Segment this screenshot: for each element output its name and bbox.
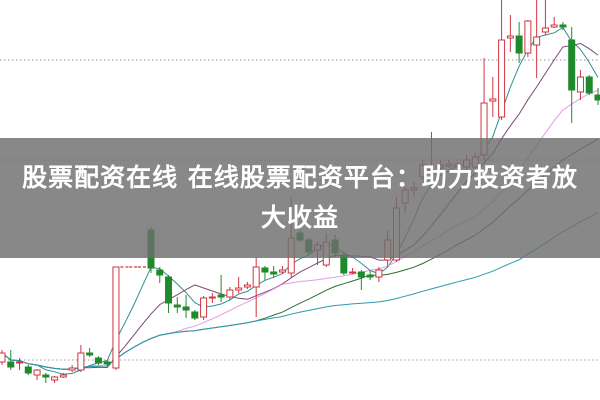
- candle-up: [16, 361, 24, 364]
- candle-down: [156, 269, 164, 276]
- candle-down: [594, 94, 600, 101]
- candle-down: [559, 24, 567, 28]
- candle-up: [59, 374, 67, 378]
- candle-up: [51, 376, 59, 381]
- candle-up: [550, 24, 558, 28]
- candle-down: [217, 294, 225, 298]
- candle-down: [191, 311, 199, 319]
- title-banner: 股票配资在线 在线股票配资平台：助力投资者放大收益: [0, 138, 600, 258]
- candle-down: [173, 304, 181, 308]
- candle-down: [94, 357, 102, 364]
- candle-up: [208, 296, 216, 299]
- candle-up: [0, 352, 6, 363]
- candle-up: [576, 76, 584, 93]
- ma60-line: [1, 212, 599, 370]
- candle-up: [235, 287, 243, 291]
- candle-down: [568, 39, 576, 91]
- candle-up: [68, 367, 76, 371]
- candle-down: [261, 267, 269, 273]
- candle-up: [375, 269, 383, 278]
- candle-up: [226, 289, 234, 298]
- candle-down: [42, 374, 50, 378]
- candle-down: [585, 76, 593, 94]
- candle-up: [278, 269, 286, 273]
- candle-down: [165, 276, 173, 304]
- candle-up: [498, 39, 506, 118]
- candle-up: [33, 369, 41, 376]
- candle-down: [24, 366, 32, 374]
- candle-down: [86, 352, 94, 356]
- candle-up: [506, 35, 514, 39]
- candle-up: [533, 36, 541, 46]
- candle-down: [182, 306, 190, 311]
- candle-down: [357, 271, 365, 278]
- candle-up: [524, 20, 532, 54]
- candle-down: [270, 271, 278, 275]
- candle-down: [103, 361, 111, 365]
- candle-down: [7, 361, 15, 368]
- candle-down: [366, 274, 374, 278]
- candle-up: [489, 98, 497, 102]
- candle-up: [243, 284, 251, 288]
- article-title: 股票配资在线 在线股票配资平台：助力投资者放大收益: [22, 163, 578, 232]
- candle-up: [77, 352, 85, 371]
- candle-up: [112, 266, 120, 369]
- candle-down: [515, 35, 523, 54]
- candle-up: [349, 271, 357, 274]
- candle-up: [200, 297, 208, 318]
- candle-up: [252, 266, 260, 288]
- candle-up: [541, 27, 549, 33]
